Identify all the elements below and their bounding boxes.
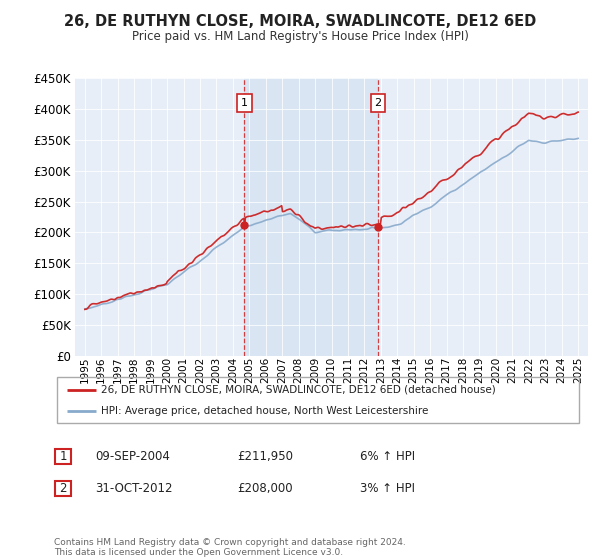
Text: HPI: Average price, detached house, North West Leicestershire: HPI: Average price, detached house, Nort… (101, 407, 429, 416)
Text: 26, DE RUTHYN CLOSE, MOIRA, SWADLINCOTE, DE12 6ED (detached house): 26, DE RUTHYN CLOSE, MOIRA, SWADLINCOTE,… (101, 385, 496, 395)
Text: 1: 1 (241, 98, 248, 108)
Text: 26, DE RUTHYN CLOSE, MOIRA, SWADLINCOTE, DE12 6ED: 26, DE RUTHYN CLOSE, MOIRA, SWADLINCOTE,… (64, 14, 536, 29)
Text: Contains HM Land Registry data © Crown copyright and database right 2024.
This d: Contains HM Land Registry data © Crown c… (54, 538, 406, 557)
Text: 3% ↑ HPI: 3% ↑ HPI (360, 482, 415, 495)
Text: £211,950: £211,950 (237, 450, 293, 463)
Text: 2: 2 (374, 98, 382, 108)
Bar (244, 78, 378, 356)
Text: 2: 2 (59, 482, 67, 495)
Text: 1: 1 (59, 450, 67, 463)
Text: 09-SEP-2004: 09-SEP-2004 (95, 450, 170, 463)
Text: 31-OCT-2012: 31-OCT-2012 (95, 482, 172, 495)
Text: £208,000: £208,000 (237, 482, 293, 495)
Text: 6% ↑ HPI: 6% ↑ HPI (360, 450, 415, 463)
Text: Price paid vs. HM Land Registry's House Price Index (HPI): Price paid vs. HM Land Registry's House … (131, 30, 469, 43)
